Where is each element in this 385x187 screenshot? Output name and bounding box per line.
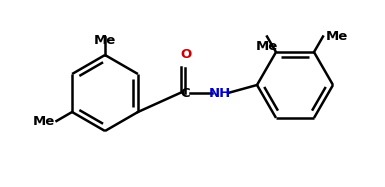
- Text: Me: Me: [326, 30, 348, 43]
- Text: C: C: [180, 87, 190, 99]
- Text: Me: Me: [32, 114, 55, 128]
- Text: NH: NH: [209, 87, 231, 99]
- Text: Me: Me: [94, 34, 116, 47]
- Text: Me: Me: [256, 39, 278, 53]
- Text: O: O: [181, 48, 192, 61]
